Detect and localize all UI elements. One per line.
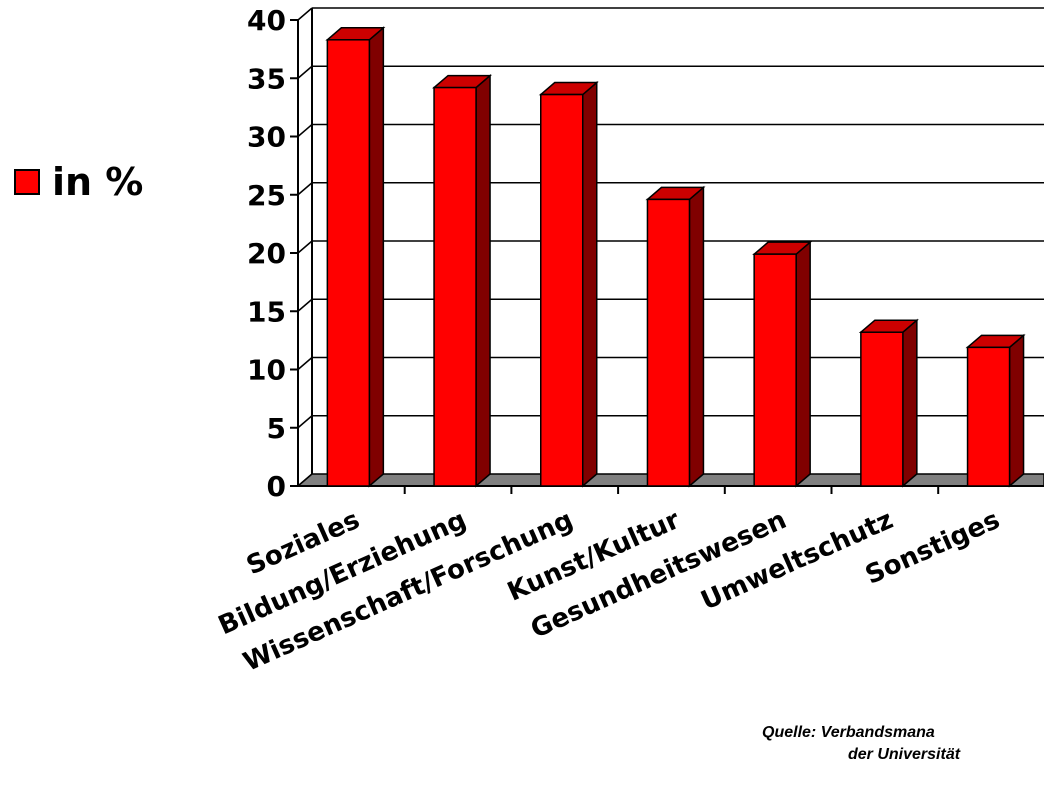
bar-side — [1008, 333, 1025, 488]
gridline-depth — [297, 415, 313, 429]
bar-front — [540, 93, 584, 487]
y-tick-label: 30 — [247, 121, 286, 154]
gridline-depth — [297, 182, 313, 196]
legend: in % — [14, 160, 143, 204]
y-tick-label: 35 — [247, 62, 286, 95]
legend-label: in % — [52, 160, 144, 204]
bar-side — [902, 318, 918, 488]
source-note: Quelle: Verbandsmana der Universität — [762, 722, 960, 766]
x-category-labels: SozialesBildung/ErziehungWissenschaft/Fo… — [214, 505, 1004, 678]
gridline-depth — [297, 298, 313, 312]
y-tick-label: 15 — [247, 295, 286, 328]
bar — [325, 26, 386, 488]
bars — [325, 26, 1026, 488]
bar-side — [475, 73, 491, 488]
bar-front — [326, 39, 371, 487]
bar-front — [860, 331, 904, 487]
bar-front — [753, 253, 797, 487]
y-tick-labels: 0 5 10 15 20 25 30 35 40 — [247, 4, 286, 503]
source-line-2: der Universität — [848, 746, 961, 763]
y-tick-label: 25 — [247, 179, 286, 212]
bar-side — [582, 80, 598, 488]
y-tick-label: 5 — [267, 412, 286, 445]
gridline-depth — [297, 356, 313, 371]
legend-swatch — [14, 169, 40, 195]
bar-side — [688, 185, 705, 488]
bar — [858, 318, 919, 488]
bar — [432, 73, 493, 488]
gridline-depth — [297, 7, 313, 21]
y-tick-label: 10 — [247, 354, 286, 387]
bar — [752, 240, 813, 488]
bar-front — [966, 346, 1011, 487]
bar-front — [646, 198, 691, 487]
gridline-depth — [297, 240, 313, 254]
y-tick-label: 40 — [247, 4, 286, 37]
source-line-1: Quelle: Verbandsmana — [762, 724, 935, 741]
bar — [645, 185, 706, 488]
bar-side — [795, 240, 811, 488]
bar — [538, 80, 599, 488]
bar — [965, 333, 1026, 488]
bar-side — [368, 26, 385, 488]
bar-front — [433, 86, 477, 487]
y-tick-label: 0 — [267, 470, 286, 503]
y-tick-label: 20 — [247, 237, 286, 270]
gridline-depth — [297, 65, 313, 79]
gridline-depth — [297, 123, 313, 138]
